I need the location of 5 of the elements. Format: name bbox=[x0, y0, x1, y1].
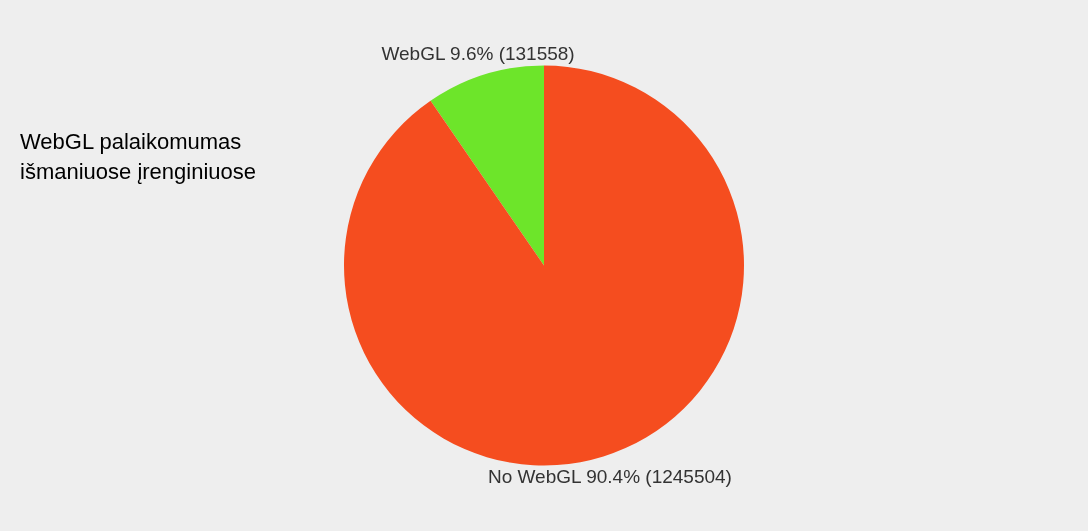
pie-slice bbox=[344, 65, 744, 466]
text: WebGL palaikomumas išmaniuose įrenginiuose bbox=[20, 129, 257, 184]
slice-label: No WebGL 90.4% (1245504) bbox=[487, 466, 732, 488]
slice-label: WebGL 9.6% (131558) bbox=[381, 42, 575, 64]
pie-slice bbox=[430, 65, 544, 266]
